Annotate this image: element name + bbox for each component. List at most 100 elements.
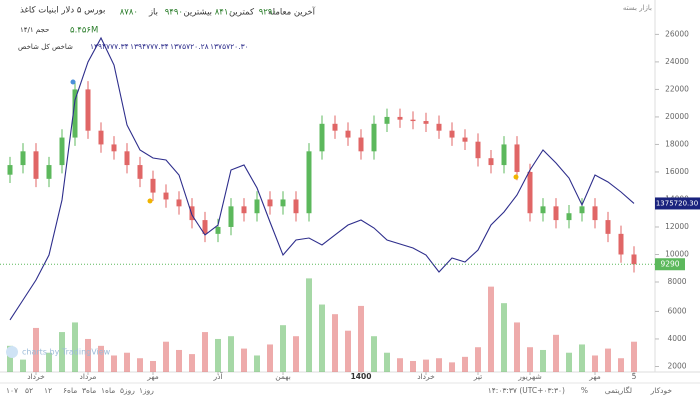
volume-bar [124,352,130,372]
candle-body [462,137,468,142]
footer: ۱۰۷ ۵۲ ۱۲ ماه۶ ماه۳ ماه۱ روز۵ روز۱ [6,386,154,395]
volume-bar [72,322,78,372]
symbol: بورس ۵ دلار ابنیات کاغذ [20,6,105,16]
volume-bar [397,358,403,372]
volume-bar [423,359,429,372]
x-tick-label: مهر [588,372,601,381]
candle-body [280,199,286,207]
y-tick-label: 8000 [667,277,686,286]
candle-body [124,151,130,166]
volume-bar [98,345,104,372]
range-button[interactable]: ماه۶ [63,386,77,395]
volume-bar [85,338,91,372]
volume-bar [46,352,52,372]
candle-body [46,165,52,179]
range-button[interactable]: ۱۲ [44,386,52,395]
candle-body [150,178,156,193]
volume-bar [111,355,117,372]
volume-bar [527,347,533,372]
y-tick-label: 20000 [665,112,689,121]
open-label: باز [148,8,158,18]
x-tick-label: 5 [632,372,637,381]
volume-bar [501,303,507,372]
candle-body [319,123,325,152]
index-header-value: ۱۳۷۵۷۲۰.۳۰ [210,42,249,51]
range-button[interactable]: ۵۲ [25,386,33,395]
volume-bar [462,356,468,372]
x-tick-label: شهریور [517,372,541,381]
candle-body [501,144,507,166]
volume-bar [228,336,234,372]
index-header-value: ۱۳۷۵۷۲۰.۲۸ [170,42,209,51]
candle-body [345,130,351,138]
index-header-value: ۱۳۹۴۷۷۷.۳۴ [90,42,129,51]
volume-bar [150,360,156,372]
x-tick-label: بهمن [275,372,291,381]
clock: ۱۴:۰۳:۳۷ (UTC+۰۳:۳۰) [488,386,565,395]
volume-bar [540,349,546,372]
candle-body [7,165,13,175]
candle-body [449,130,455,138]
volume-bar [631,341,637,372]
x-tick-label: مرداد [80,372,97,381]
volume-bar [384,352,390,372]
candle-body [267,199,273,207]
volume-bar [592,355,598,372]
range-button[interactable]: ماه۳ [82,386,96,395]
event-marker [513,174,519,180]
index-tag-label: 1375720.30 [656,199,698,207]
candle-body [579,206,585,214]
volume-bar [371,336,377,372]
last-price-tag [655,258,685,271]
candle-body [605,220,611,234]
volume-bar [345,330,351,372]
candle-body [306,151,312,214]
candle-body [72,89,78,138]
candle-body [618,233,624,255]
volume-bar [488,286,494,372]
volume-bar [241,348,247,372]
log-toggle[interactable]: لگاریتمی [605,386,632,395]
candle-body [189,206,195,221]
volume-bar [267,344,273,372]
high-label: بیشترین [183,8,212,18]
volume-bar [566,352,572,372]
candle-body [254,199,260,214]
candle-body [241,206,247,214]
candle-body [475,141,481,159]
candle-body [540,206,546,214]
range-button[interactable]: روز۱ [139,386,154,395]
open-value: ۸۷۸۰ [120,8,138,18]
volume-bar [189,354,195,372]
y-tick-label: 22000 [665,84,689,93]
volume-tick-label: 4000 [667,334,686,343]
index-tag [655,197,700,210]
x-tick-label: مهر [146,372,159,381]
candle-body [176,199,182,207]
candle-body [33,151,39,179]
auto-toggle[interactable]: خودکار [650,386,673,395]
x-tick-label: آذر [212,371,223,381]
range-button[interactable]: ماه۱ [101,386,115,395]
range-button[interactable]: ۱۰۷ [6,386,18,395]
percent-toggle[interactable]: % [581,386,588,395]
candle-body [566,213,572,221]
volume-bar [20,359,26,372]
candle-body [202,220,208,234]
watermark-logo [6,346,18,358]
volume-bar [163,341,169,372]
candle-body [553,206,559,221]
y-tick-label: 16000 [665,167,689,176]
volume-bar [293,336,299,372]
index-line [9,36,635,321]
candle-body [215,226,221,234]
volume-bar [449,362,455,372]
candle-body [410,119,416,122]
volume-bar [7,345,13,372]
candle-body [137,165,143,179]
candle-body [514,144,520,172]
range-button[interactable]: روز۵ [120,386,135,395]
volume-bar [605,348,611,372]
volume-label: حجم ۱۴/۱ [20,26,49,34]
